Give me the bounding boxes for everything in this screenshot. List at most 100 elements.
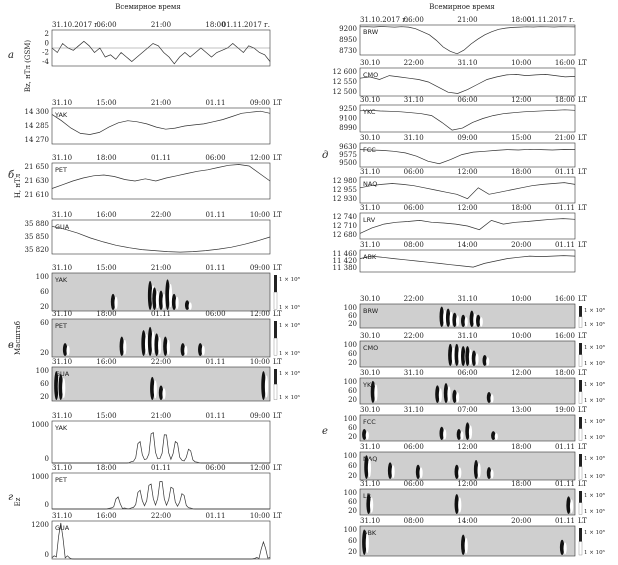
colorbar: 1 × 10⁸ 1 × 10⁶ — [578, 454, 606, 480]
wavelet-blob-light — [188, 302, 192, 310]
panel-letter-v: в — [8, 340, 14, 351]
tick-label: 18:00 — [511, 443, 531, 451]
tick-label: 06:00 — [205, 310, 225, 318]
tick-label: 30.10 — [360, 406, 380, 414]
series-line — [51, 522, 271, 560]
tick-label: 31.10 — [52, 99, 72, 107]
tick-label: 06:00 — [404, 16, 424, 24]
tick-label: 01.11 — [151, 464, 171, 472]
plot-frame — [359, 24, 576, 56]
colorbar: 1 × 10⁸ 1 × 10⁶ — [578, 343, 606, 367]
y-tick-label: 21 610 — [25, 191, 50, 199]
tick-label: 12:00 — [511, 96, 531, 104]
station-label: YAK — [54, 276, 68, 284]
wavelet-blob — [491, 431, 496, 440]
wavelet-blob-light — [264, 375, 269, 398]
tick-label: 21:00 — [151, 264, 171, 272]
station-label: BRW — [363, 28, 379, 36]
wavelet-blob — [62, 343, 68, 357]
tick-label: 31.10.2017 г. — [52, 21, 100, 29]
tick-label: 31.10 — [457, 332, 477, 340]
lt-label: LT — [273, 412, 282, 420]
panel-gua_h: 31.10 16:00 22:00 01.11 10:00 LT 35 880 35 850 3… — [25, 211, 282, 255]
y-tick-label: 60 — [40, 380, 49, 388]
y-tick-label: 20 — [348, 548, 357, 556]
station-label: YKC — [362, 381, 376, 389]
tick-label: 01.11 — [555, 241, 575, 249]
panel-fcc_h: 30.10 31.10 09:00 15:00 21:00 LT963095759500F… — [339, 134, 587, 168]
wavelet-blob-light — [162, 388, 166, 400]
tick-label: 12:00 — [457, 168, 477, 176]
tick-label: 22:00 — [151, 211, 171, 219]
wavelet-blob — [443, 383, 449, 403]
colorbar-bottom-label: 1 × 10⁶ — [584, 397, 606, 404]
tick-label: 31.10 — [457, 295, 477, 303]
station-label: YAK — [54, 424, 68, 432]
wavelet-blob-light — [114, 296, 118, 310]
plot-frame — [359, 525, 576, 557]
wavelet-blob-light — [438, 388, 442, 402]
y-tick-label: 1200 — [31, 521, 49, 529]
tick-label: 01.11 — [205, 264, 225, 272]
lt-label: LT — [273, 512, 282, 520]
wavelet-blob — [119, 336, 124, 356]
tick-label: 31.10 — [404, 96, 424, 104]
y-tick-label: 100 — [344, 526, 357, 534]
wavelet-blob-light — [391, 465, 395, 479]
wavelet-blob — [486, 467, 492, 479]
y-tick-label: 60 — [348, 387, 357, 395]
y-tick-label: 100 — [36, 273, 49, 281]
colorbar-dark — [274, 369, 277, 385]
station-label: ABK — [363, 253, 377, 261]
tick-label: 21:00 — [457, 16, 477, 24]
colorbar-dark — [579, 454, 582, 467]
tick-label: 06:00 — [404, 443, 424, 451]
tick-label: 31.10 — [360, 241, 380, 249]
tick-label: 10:00 — [250, 358, 270, 366]
tick-label: 01.11 — [151, 154, 171, 162]
plot-frame — [51, 162, 271, 200]
series-line — [359, 148, 576, 165]
wavelet-blob — [362, 428, 367, 440]
right-ut-title: Всемирное время — [429, 3, 495, 11]
plot-frame — [51, 219, 271, 255]
plot-frame — [359, 104, 576, 133]
panel-gua_w: 31.10 16:00 22:00 01.11 10:00 LT 100 60 20 GUA 1 ×… — [36, 358, 301, 402]
series-line — [52, 481, 270, 510]
tick-label: 18:00 — [555, 369, 575, 377]
panel-pet_e: 31.10 18:00 01.11 06:00 12:00 LT 1000 0 PET — [31, 464, 282, 510]
tick-label: 14:00 — [457, 241, 477, 249]
tick-label: 01.11 — [205, 512, 225, 520]
station-label: PET — [55, 322, 67, 330]
wavelet-blob — [147, 280, 153, 310]
lt-label: LT — [578, 480, 587, 488]
wavelet-blob-light — [464, 317, 468, 327]
wavelet-blob-light — [419, 467, 423, 479]
tick-label: 31.10 — [52, 358, 72, 366]
y-tick-label: 100 — [344, 415, 357, 423]
y-tick-label: 0 — [45, 39, 49, 47]
wavelet-blob-light — [563, 542, 567, 555]
y-tick-label: 8990 — [339, 124, 357, 132]
y-tick-label: 21 650 — [25, 163, 50, 171]
tick-label: 20:00 — [511, 241, 531, 249]
tick-label: 18:00 — [96, 310, 116, 318]
tick-label: 31.10 — [52, 310, 72, 318]
panel-pet_h: 31.10 18:00 01.11 06:00 12:00 LT 21 650 21 630 2… — [25, 154, 282, 200]
wavelet-blob — [454, 494, 459, 514]
y-tick-label: 20 — [40, 303, 49, 311]
station-label: FCC — [363, 418, 376, 426]
y-tick-label: 1000 — [31, 473, 49, 481]
plot-frame — [359, 451, 576, 481]
tick-label: 12:00 — [511, 369, 531, 377]
colorbar-light — [578, 391, 583, 404]
tick-label: 06:00 — [404, 204, 424, 212]
panel-naq_w: 31.10 06:00 12:00 18:00 01.11 LT 100 60 20 NAQ 1 ×… — [344, 443, 606, 481]
tick-label: 22:00 — [404, 295, 424, 303]
tick-label: 31.10 — [404, 134, 424, 142]
y-tick-label: 12 550 — [333, 78, 358, 86]
wavelet-blob-light — [201, 345, 205, 356]
